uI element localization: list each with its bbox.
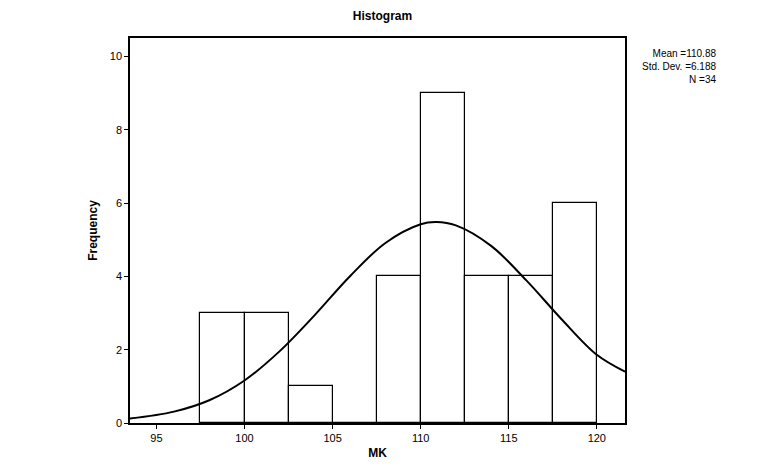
svg-text:115: 115	[500, 432, 518, 444]
svg-text:Mean =110.88Std. Dev. =6.188N: Mean =110.88Std. Dev. =6.188N =34	[642, 48, 716, 85]
svg-text:Histogram: Histogram	[353, 9, 412, 23]
svg-text:105: 105	[323, 432, 341, 444]
svg-text:4: 4	[116, 270, 122, 282]
svg-text:8: 8	[116, 124, 122, 136]
svg-text:95: 95	[150, 432, 162, 444]
svg-text:100: 100	[235, 432, 253, 444]
svg-text:10: 10	[110, 50, 122, 62]
svg-text:0: 0	[116, 417, 122, 429]
svg-text:MK: MK	[368, 446, 387, 460]
svg-text:110: 110	[412, 432, 430, 444]
svg-text:120: 120	[588, 432, 606, 444]
svg-text:6: 6	[116, 197, 122, 209]
svg-text:2: 2	[116, 344, 122, 356]
svg-text:Frequency: Frequency	[86, 200, 100, 261]
